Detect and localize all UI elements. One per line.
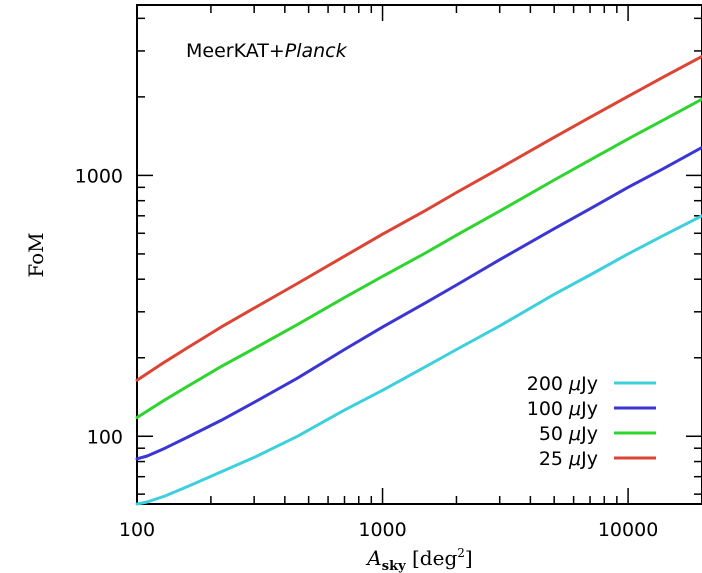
series-lines <box>135 54 702 506</box>
plot-frame <box>136 4 702 505</box>
series-line-100ujy <box>135 145 702 461</box>
legend-label-50ujy: 50 μJy <box>539 423 598 445</box>
series-line-25ujy <box>135 54 702 382</box>
x-axis-title: Asky [deg2] <box>365 546 472 573</box>
x-axis-unit-sup: 2 <box>457 546 465 560</box>
y-tick-label: 1000 <box>75 165 123 187</box>
x-tick-label: 100 <box>119 519 155 541</box>
x-tick-label: 10000 <box>598 519 658 541</box>
x-tick-label: 1000 <box>358 519 406 541</box>
x-axis-subscript: sky <box>382 559 406 573</box>
legend: 200 μJy 100 μJy 50 μJy 25 μJy <box>527 373 656 470</box>
series-line-200ujy <box>135 214 702 506</box>
axis-ticks <box>136 5 702 504</box>
x-axis-symbol: A <box>365 546 381 570</box>
chart-annotation: MeerKAT+Planck <box>186 40 348 62</box>
y-axis-title: FoM <box>24 232 48 277</box>
tick-labels: 100 1000 10000 100 1000 <box>75 165 659 541</box>
y-tick-label: 100 <box>87 426 123 448</box>
series-line-50ujy <box>135 97 702 419</box>
legend-label-25ujy: 25 μJy <box>539 448 598 470</box>
legend-label-100ujy: 100 μJy <box>527 398 598 420</box>
annotation-main: MeerKAT+ <box>186 40 285 62</box>
legend-label-200ujy: 200 μJy <box>527 373 598 395</box>
x-axis-unit: [deg <box>412 546 457 570</box>
annotation-italic: Planck <box>285 40 348 62</box>
x-axis-unit-close: ] <box>465 546 473 570</box>
